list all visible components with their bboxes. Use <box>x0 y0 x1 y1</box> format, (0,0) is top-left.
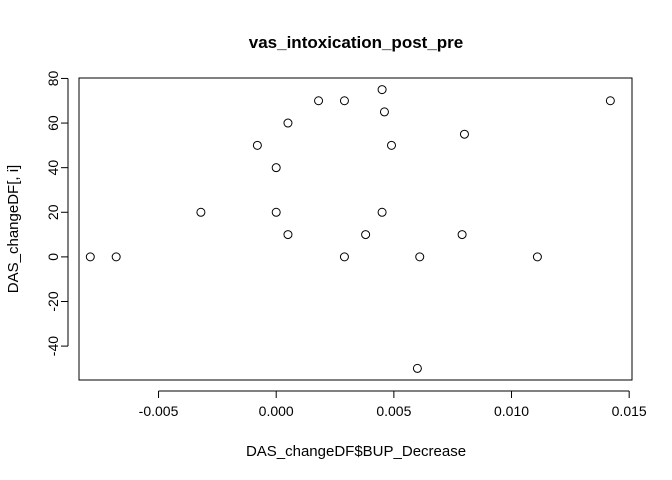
data-point <box>271 207 281 217</box>
x-axis: -0.005 0.000 0.005 0.010 0.015 <box>139 390 647 419</box>
data-point <box>459 129 469 139</box>
data-point <box>283 118 293 128</box>
x-axis-label: DAS_changeDF$BUP_Decrease <box>246 443 466 460</box>
data-point <box>387 140 397 150</box>
y-axis: -40 -20 0 20 40 60 80 <box>45 70 69 356</box>
data-point <box>339 96 349 106</box>
data-point <box>412 363 422 373</box>
chart-title: vas_intoxication_post_pre <box>249 33 463 52</box>
data-point <box>271 163 281 173</box>
data-point <box>605 96 615 106</box>
data-point <box>457 230 467 240</box>
x-tick-label: 0.000 <box>259 403 294 419</box>
data-point <box>111 252 121 262</box>
plot-frame <box>78 77 633 381</box>
y-tick-label: -20 <box>45 291 61 311</box>
y-tick-label: 40 <box>45 160 61 176</box>
data-point <box>339 252 349 262</box>
x-tick-label: 0.015 <box>612 403 647 419</box>
data-point <box>415 252 425 262</box>
y-tick-label: 80 <box>45 70 61 86</box>
y-tick-label: 20 <box>45 204 61 220</box>
data-point <box>532 252 542 262</box>
data-point <box>379 107 389 117</box>
x-tick-label: -0.005 <box>139 403 179 419</box>
data-point <box>377 85 387 95</box>
y-tick-label: 60 <box>45 115 61 131</box>
data-point <box>314 96 324 106</box>
data-point <box>196 207 206 217</box>
y-tick-label: 0 <box>45 253 61 261</box>
data-point <box>252 140 262 150</box>
y-axis-label: DAS_changeDF[, i] <box>5 165 22 293</box>
data-point <box>283 230 293 240</box>
data-point <box>377 207 387 217</box>
data-point <box>85 252 95 262</box>
data-points <box>85 85 615 373</box>
y-tick-label: -40 <box>45 336 61 356</box>
x-tick-label: 0.005 <box>376 403 411 419</box>
data-point <box>361 230 371 240</box>
x-tick-label: 0.010 <box>494 403 529 419</box>
